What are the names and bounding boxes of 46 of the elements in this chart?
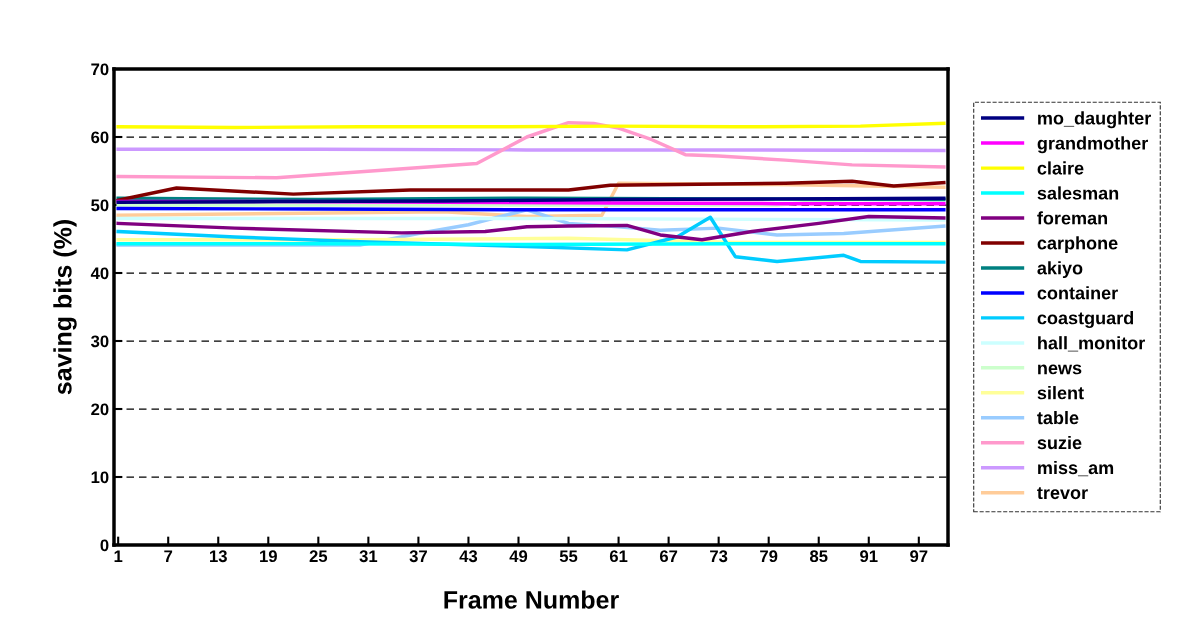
x-tick-label: 13 bbox=[210, 550, 227, 563]
legend-label: mo_daughter bbox=[1038, 111, 1151, 129]
x-tick-label: 85 bbox=[809, 550, 828, 563]
x-tick-label: 79 bbox=[760, 550, 778, 563]
legend-label: silent bbox=[1037, 386, 1084, 400]
legend-label: coastguard bbox=[1037, 311, 1134, 329]
legend-label: container bbox=[1037, 286, 1118, 300]
x-axis-title: Frame Number bbox=[444, 590, 619, 609]
y-tick-label: 20 bbox=[91, 403, 109, 416]
legend-label: foreman bbox=[1037, 211, 1108, 225]
line-series bbox=[116, 120, 946, 180]
legend-label: akiyo bbox=[1037, 261, 1083, 279]
x-tick-label: 31 bbox=[359, 550, 378, 563]
legend-label: miss_am bbox=[1038, 460, 1114, 477]
x-tick-label: 91 bbox=[860, 550, 878, 563]
x-tick-label: 25 bbox=[309, 550, 328, 563]
x-tick-label: 19 bbox=[260, 550, 277, 563]
legend-label: carphone bbox=[1037, 236, 1118, 254]
legend-label: suzie bbox=[1037, 435, 1082, 450]
x-tick-label: 43 bbox=[459, 550, 478, 563]
line-series bbox=[116, 214, 946, 242]
x-tick-label: 61 bbox=[609, 550, 628, 563]
x-tick-label: 67 bbox=[659, 550, 678, 563]
legend-label: news bbox=[1038, 364, 1082, 375]
x-tick-label: 73 bbox=[710, 550, 728, 563]
y-tick-label: 50 bbox=[91, 199, 109, 212]
legend-label: table bbox=[1037, 411, 1079, 425]
x-tick-label: 37 bbox=[409, 550, 427, 563]
y-tick-label: 10 bbox=[91, 471, 109, 484]
line-series bbox=[116, 179, 946, 202]
y-tick-label: 0 bbox=[100, 539, 109, 552]
y-tick-label: 30 bbox=[90, 335, 109, 348]
legend-label: grandmother bbox=[1037, 136, 1148, 154]
x-tick-label: 7 bbox=[164, 550, 173, 562]
x-tick-label: 55 bbox=[559, 550, 578, 563]
legend-label: claire bbox=[1037, 161, 1084, 175]
x-tick-label: 97 bbox=[910, 550, 928, 563]
legend-label: hall_monitor bbox=[1038, 336, 1145, 352]
y-tick-label: 40 bbox=[90, 267, 109, 280]
legend-label: salesman bbox=[1037, 186, 1119, 200]
x-tick-label: 49 bbox=[509, 550, 528, 563]
y-tick-label: 70 bbox=[91, 63, 109, 76]
y-axis-title: saving bits (%) bbox=[53, 220, 77, 395]
y-tick-label: 60 bbox=[91, 131, 109, 144]
legend-label: trevor bbox=[1037, 487, 1088, 500]
x-tick-label: 1 bbox=[114, 550, 123, 562]
